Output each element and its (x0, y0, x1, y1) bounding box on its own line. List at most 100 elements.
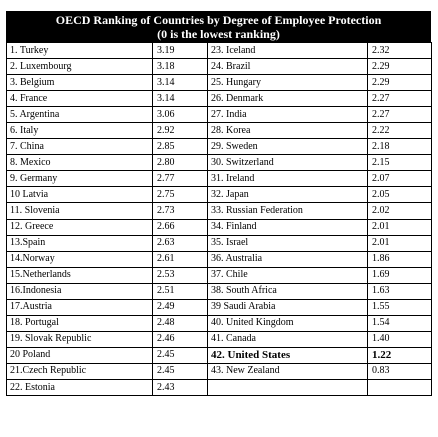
right-score-cell: 2.27 (367, 90, 432, 108)
left-country-cell: 17.Austria (6, 298, 153, 316)
right-country-cell: 26. Denmark (207, 90, 368, 108)
left-score-cell: 2.43 (152, 378, 208, 397)
right-score-cell: 1.22 (367, 346, 432, 364)
left-country-cell: 4. France (6, 90, 153, 108)
table-title-line-2: (0 is the lowest ranking) (157, 27, 280, 41)
left-score-cell: 2.53 (152, 266, 208, 284)
table-row: 3. Belgium 3.14 25. Hungary 2.29 (6, 74, 432, 92)
right-country-cell: 40. United Kingdom (207, 314, 368, 332)
left-score-cell: 2.61 (152, 250, 208, 268)
right-score-cell: 2.15 (367, 154, 432, 172)
table-title-line-1: OECD Ranking of Countries by Degree of E… (55, 13, 382, 27)
table-row: 11. Slovenia 2.73 33. Russian Federation 2.… (6, 202, 432, 220)
left-score-cell: 3.19 (152, 41, 208, 60)
left-country-cell: 7. China (6, 138, 153, 156)
left-country-cell: 12. Greece (6, 218, 153, 236)
left-score-cell: 3.06 (152, 106, 208, 124)
right-score-cell: 2.01 (367, 234, 432, 252)
left-country-cell: 9. Germany (6, 170, 153, 188)
right-score-cell: 2.02 (367, 202, 432, 220)
left-score-cell: 2.46 (152, 330, 208, 348)
table-row: 16.Indonesia 2.51 38. South Africa 1.63 (6, 282, 432, 300)
left-country-cell: 11. Slovenia (6, 202, 153, 220)
left-country-cell: 16.Indonesia (6, 282, 153, 300)
right-country-cell (207, 378, 368, 397)
right-country-cell: 25. Hungary (207, 74, 368, 92)
left-score-cell: 2.92 (152, 122, 208, 140)
left-score-cell: 2.49 (152, 298, 208, 316)
right-country-cell: 38. South Africa (207, 282, 368, 300)
right-score-cell: 0.83 (367, 362, 432, 380)
right-score-cell: 2.29 (367, 58, 432, 76)
left-score-cell: 2.75 (152, 186, 208, 204)
table-row: 5. Argentina 3.06 27. India 2.27 (6, 106, 432, 124)
left-country-cell: 13.Spain (6, 234, 153, 252)
right-score-cell: 2.27 (367, 106, 432, 124)
left-country-cell: 2. Luxembourg (6, 58, 153, 76)
right-country-cell: 33. Russian Federation (207, 202, 368, 220)
table-row: 14.Norway 2.61 36. Australia 1.86 (6, 250, 432, 268)
table-title: OECD Ranking of Countries by Degree of E… (6, 11, 431, 42)
left-score-cell: 3.14 (152, 90, 208, 108)
table-row: 19. Slovak Republic 2.46 41. Canada 1.40 (6, 330, 432, 348)
table-row: 8. Mexico 2.80 30. Switzerland 2.15 (6, 154, 432, 172)
ranking-grid: 1. Turkey 3.19 23. Iceland 2.32 2. Luxembour… (6, 41, 432, 397)
right-country-cell: 35. Israel (207, 234, 368, 252)
table-row: 21.Czech Republic 2.45 43. New Zealand 0.83 (6, 362, 432, 380)
table-row: 13.Spain 2.63 35. Israel 2.01 (6, 234, 432, 252)
left-country-cell: 14.Norway (6, 250, 153, 268)
table-row: 15.Netherlands 2.53 37. Chile 1.69 (6, 266, 432, 284)
right-score-cell: 2.07 (367, 170, 432, 188)
left-score-cell: 2.66 (152, 218, 208, 236)
left-country-cell: 21.Czech Republic (6, 362, 153, 380)
left-country-cell: 1. Turkey (6, 41, 153, 60)
right-score-cell: 2.29 (367, 74, 432, 92)
right-score-cell: 2.22 (367, 122, 432, 140)
left-country-cell: 15.Netherlands (6, 266, 153, 284)
right-score-cell (367, 378, 432, 397)
right-country-cell: 28. Korea (207, 122, 368, 140)
right-country-cell: 29. Sweden (207, 138, 368, 156)
table-row: 2. Luxembourg 3.18 24. Brazil 2.29 (6, 58, 432, 76)
left-score-cell: 2.80 (152, 154, 208, 172)
table-row: 12. Greece 2.66 34. Finland 2.01 (6, 218, 432, 236)
right-score-cell: 2.32 (367, 41, 432, 60)
left-score-cell: 2.45 (152, 362, 208, 380)
right-score-cell: 1.40 (367, 330, 432, 348)
right-country-cell: 24. Brazil (207, 58, 368, 76)
left-score-cell: 2.85 (152, 138, 208, 156)
table-row: 22. Estonia 2.43 (6, 378, 432, 397)
left-score-cell: 2.51 (152, 282, 208, 300)
right-country-cell: 41. Canada (207, 330, 368, 348)
right-score-cell: 1.55 (367, 298, 432, 316)
right-country-cell: 31. Ireland (207, 170, 368, 188)
left-country-cell: 18. Portugal (6, 314, 153, 332)
table-row: 1. Turkey 3.19 23. Iceland 2.32 (6, 41, 432, 60)
right-country-cell: 42. United States (207, 346, 368, 364)
left-score-cell: 2.73 (152, 202, 208, 220)
right-score-cell: 1.63 (367, 282, 432, 300)
right-country-cell: 23. Iceland (207, 41, 368, 60)
left-score-cell: 2.63 (152, 234, 208, 252)
right-score-cell: 1.54 (367, 314, 432, 332)
table-row: 17.Austria 2.49 39 Saudi Arabia 1.55 (6, 298, 432, 316)
right-country-cell: 34. Finland (207, 218, 368, 236)
ranking-table: OECD Ranking of Countries by Degree of E… (6, 11, 432, 397)
left-country-cell: 5. Argentina (6, 106, 153, 124)
table-row: 6. Italy 2.92 28. Korea 2.22 (6, 122, 432, 140)
left-score-cell: 3.14 (152, 74, 208, 92)
left-country-cell: 22. Estonia (6, 378, 153, 397)
left-country-cell: 8. Mexico (6, 154, 153, 172)
table-row: 18. Portugal 2.48 40. United Kingdom 1.54 (6, 314, 432, 332)
left-country-cell: 20 Poland (6, 346, 153, 364)
table-row: 9. Germany 2.77 31. Ireland 2.07 (6, 170, 432, 188)
right-country-cell: 32. Japan (207, 186, 368, 204)
table-row: 20 Poland 2.45 42. United States 1.22 (6, 346, 432, 364)
right-score-cell: 1.69 (367, 266, 432, 284)
left-country-cell: 3. Belgium (6, 74, 153, 92)
table-row: 10 Latvia 2.75 32. Japan 2.05 (6, 186, 432, 204)
right-score-cell: 1.86 (367, 250, 432, 268)
right-score-cell: 2.05 (367, 186, 432, 204)
right-country-cell: 30. Switzerland (207, 154, 368, 172)
right-country-cell: 37. Chile (207, 266, 368, 284)
